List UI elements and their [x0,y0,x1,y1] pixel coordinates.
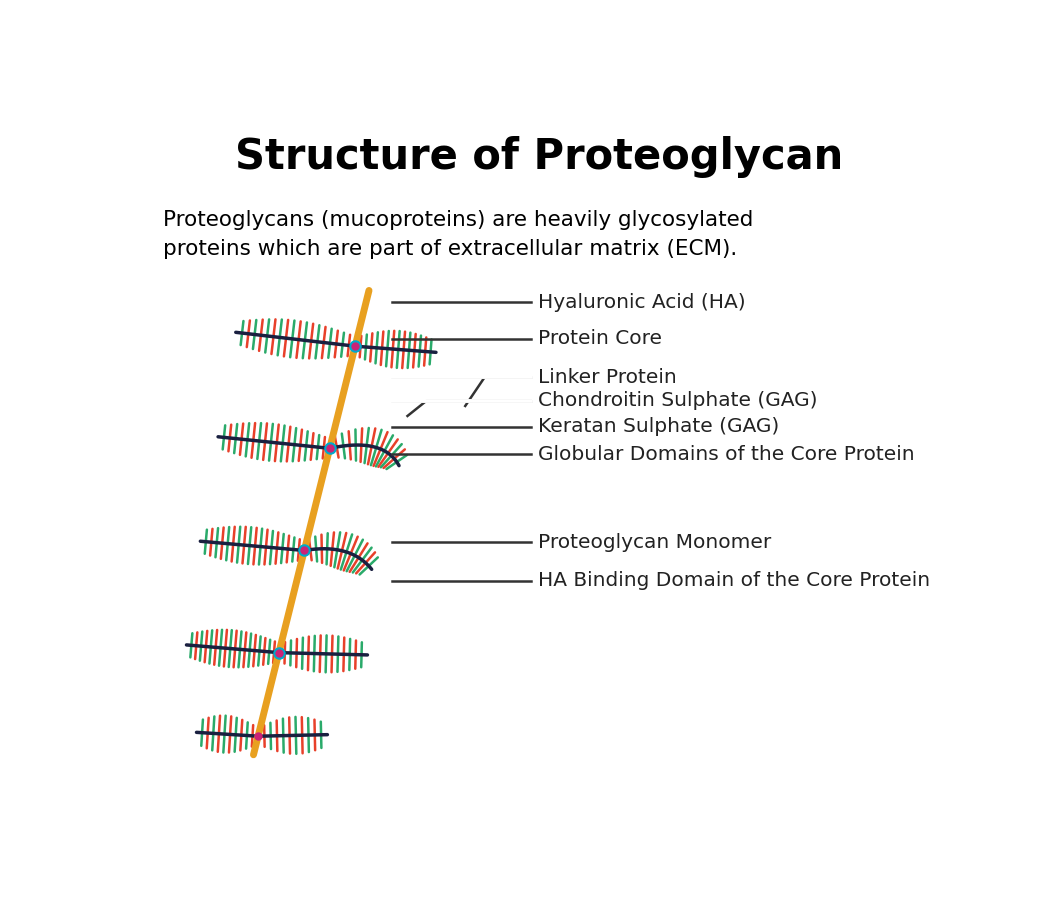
Text: Proteoglycans (mucoproteins) are heavily glycosylated: Proteoglycans (mucoproteins) are heavily… [163,210,754,230]
Text: Keratan Sulphate (GAG): Keratan Sulphate (GAG) [539,417,780,437]
Text: proteins which are part of extracellular matrix (ECM).: proteins which are part of extracellular… [163,239,737,259]
Text: Chondroitin Sulphate (GAG): Chondroitin Sulphate (GAG) [539,391,817,410]
Text: Linker Protein: Linker Protein [539,368,677,387]
Text: Globular Domains of the Core Protein: Globular Domains of the Core Protein [539,445,915,464]
Text: Proteoglycan Monomer: Proteoglycan Monomer [539,533,771,551]
Text: Protein Core: Protein Core [539,330,663,348]
Text: Hyaluronic Acid (HA): Hyaluronic Acid (HA) [539,292,746,312]
Text: Structure of Proteoglycan: Structure of Proteoglycan [235,136,844,178]
Text: HA Binding Domain of the Core Protein: HA Binding Domain of the Core Protein [539,572,931,590]
